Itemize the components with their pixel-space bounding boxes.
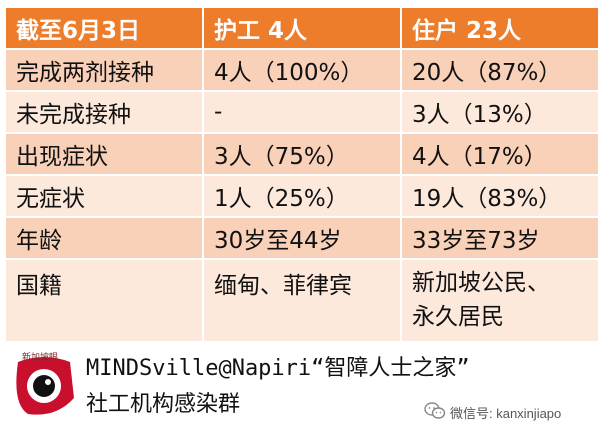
logo-label: 新加坡眼 (22, 353, 59, 363)
footer: 新加坡眼 MINDSville@Napiri“智障人士之家” 社工机构感染群 微… (0, 344, 602, 430)
table-row: 完成两剂接种 4人（100%） 20人（87%） (4, 48, 600, 92)
residents-cell: 3人（13%） (400, 90, 600, 134)
header-caregivers: 护工 4人 (202, 6, 402, 50)
row-label: 出现症状 (4, 132, 204, 176)
table-row: 未完成接种 - 3人（13%） (4, 90, 600, 134)
residents-line: 新加坡公民、 (412, 270, 550, 296)
table-header-row: 截至6月3日 护工 4人 住户 23人 (4, 6, 600, 50)
footer-title: MINDSville@Napiri“智障人士之家” (86, 356, 470, 381)
row-label: 年龄 (4, 216, 204, 260)
residents-line: 永久居民 (412, 304, 504, 330)
caregivers-cell: 4人（100%） (202, 48, 402, 92)
table-row: 无症状 1人（25%） 19人（83%） (4, 174, 600, 218)
table-row: 国籍 缅甸、菲律宾 新加坡公民、 永久居民 (4, 258, 600, 343)
header-date: 截至6月3日 (4, 6, 204, 50)
caregivers-cell: 30岁至44岁 (202, 216, 402, 260)
header-residents: 住户 23人 (400, 6, 600, 50)
xinjiapo-eye-logo-icon: 新加坡眼 (8, 348, 80, 420)
caregivers-cell: 3人（75%） (202, 132, 402, 176)
row-label: 无症状 (4, 174, 204, 218)
caregivers-cell: 1人（25%） (202, 174, 402, 218)
residents-cell: 新加坡公民、 永久居民 (400, 258, 600, 343)
row-label: 国籍 (4, 258, 204, 343)
residents-cell: 19人（83%） (400, 174, 600, 218)
wechat-label: 微信号: kanxinjiapo (450, 405, 562, 421)
table-row: 年龄 30岁至44岁 33岁至73岁 (4, 216, 600, 260)
caregivers-cell: 缅甸、菲律宾 (202, 258, 402, 343)
footer-subtitle: 社工机构感染群 (86, 392, 241, 417)
wechat-icon (424, 401, 446, 423)
caregivers-cell: - (202, 90, 402, 134)
residents-cell: 20人（87%） (400, 48, 600, 92)
table-row: 出现症状 3人（75%） 4人（17%） (4, 132, 600, 176)
residents-cell: 33岁至73岁 (400, 216, 600, 260)
wechat-id: 微信号: kanxinjiapo (424, 401, 562, 423)
residents-cell: 4人（17%） (400, 132, 600, 176)
row-label: 未完成接种 (4, 90, 204, 134)
vaccination-table: 截至6月3日 护工 4人 住户 23人 完成两剂接种 4人（100%） 20人（… (4, 6, 600, 343)
row-label: 完成两剂接种 (4, 48, 204, 92)
